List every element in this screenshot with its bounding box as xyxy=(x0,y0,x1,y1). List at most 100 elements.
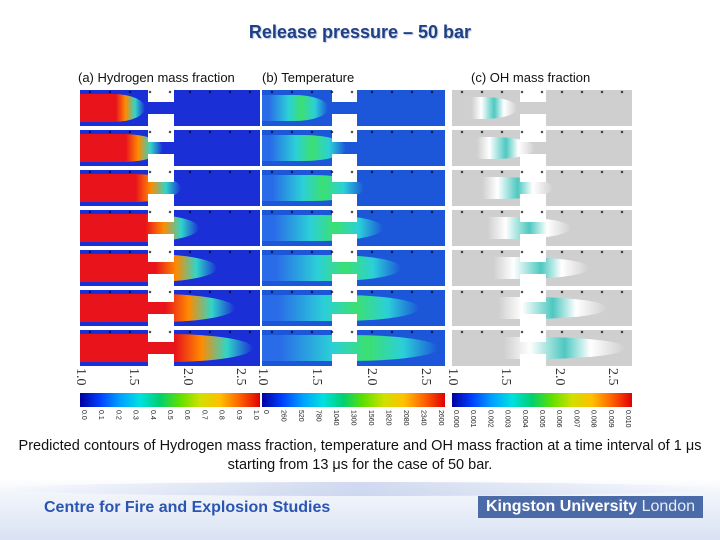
colorbar-tick-label: 2600 xyxy=(437,410,444,426)
axis-tick-label: 1.5 xyxy=(498,368,514,386)
footer-bar xyxy=(0,478,720,540)
colorbar-tick-label: 0.9 xyxy=(234,410,242,420)
colorbar-tick-label: 0.002 xyxy=(486,410,494,428)
axis-tick-label: 1.0 xyxy=(255,368,270,386)
footer-swoosh xyxy=(0,482,720,496)
colorbar-tick-label: 1300 xyxy=(349,410,357,426)
university-name: Kingston University xyxy=(486,498,638,515)
colorbar-tick-label: 260 xyxy=(279,410,287,422)
oh-frame xyxy=(452,250,632,286)
temperature-frame xyxy=(262,330,445,366)
axis-tick-label: 2.0 xyxy=(179,368,195,386)
hydrogen-frame xyxy=(80,210,260,246)
colorbar-tick-label: 0.5 xyxy=(166,410,173,420)
colorbar-tick-label: 0.6 xyxy=(183,410,191,420)
oh-frame xyxy=(452,330,632,366)
axis-tick-label: 1.5 xyxy=(309,368,325,386)
colorbar-tick-label: 0 xyxy=(262,410,269,414)
grid-ticks xyxy=(262,130,445,166)
axis-tick-label: 1.0 xyxy=(445,368,460,386)
axis-oh: 1.0 1.5 2.0 2.5 xyxy=(445,368,632,388)
colorbar-tick-label: 0.2 xyxy=(114,410,122,420)
temperature-frame xyxy=(262,90,445,126)
colorbar-tick-label: 0.009 xyxy=(606,410,614,428)
axis-hydrogen: 1.0 1.5 2.0 2.5 xyxy=(73,368,260,388)
colorbar-tick-label: 0.3 xyxy=(131,410,139,420)
panel-label-hydrogen: (a) Hydrogen mass fraction xyxy=(78,70,235,85)
colorbar-tick-label: 520 xyxy=(297,410,304,422)
university-city: London xyxy=(641,498,695,515)
colorbar-tick-label: 0.007 xyxy=(572,410,580,428)
grid-ticks xyxy=(80,130,260,166)
colorbar-tick-label: 2340 xyxy=(419,410,427,426)
slide-title: Release pressure – 50 bar xyxy=(248,22,472,42)
colorbar-tick-label: 1040 xyxy=(332,410,339,426)
colorbar-temperature xyxy=(262,393,445,407)
grid-ticks xyxy=(452,170,632,206)
colorbar-tick-label: 0.008 xyxy=(589,410,597,428)
axis-tick-label: 2.5 xyxy=(233,368,248,386)
hydrogen-frame xyxy=(80,330,260,366)
grid-ticks xyxy=(80,210,260,246)
axis-tick-label: 2.0 xyxy=(363,368,379,386)
grid-ticks xyxy=(452,330,632,366)
colorbar-tick-label: 0.003 xyxy=(503,410,511,428)
colorbar-tick-label: 0.1 xyxy=(97,410,105,420)
colorbar-tick-label: 2080 xyxy=(402,410,409,426)
hydrogen-frame xyxy=(80,250,260,286)
colorbar-hydrogen xyxy=(80,393,260,407)
colorbar-tick-label: 0.005 xyxy=(538,410,545,428)
colorbar-tick-label: 0.8 xyxy=(217,410,225,420)
axis-tick-label: 2.5 xyxy=(418,368,433,386)
figure-caption: Predicted contours of Hydrogen mass frac… xyxy=(18,438,702,473)
colorbar-tick-label: 0.001 xyxy=(469,410,477,428)
university-logo: Kingston University London xyxy=(478,496,703,518)
colorbar-tick-label: 1.0 xyxy=(252,410,259,420)
colorbar-tick-label: 0.7 xyxy=(200,410,208,420)
panel-label-oh: (c) OH mass fraction xyxy=(471,70,591,85)
oh-frame xyxy=(452,170,632,206)
grid-ticks xyxy=(452,290,632,326)
grid-ticks xyxy=(262,330,445,366)
colorbar-tick-label: 1560 xyxy=(367,410,374,426)
axis-temperature: 1.0 1.5 2.0 2.5 xyxy=(255,368,445,388)
colorbar-tick-label: 0.004 xyxy=(520,410,528,428)
grid-ticks xyxy=(452,130,632,166)
oh-frame xyxy=(452,90,632,126)
panel-label-temperature: (b) Temperature xyxy=(262,70,355,85)
grid-ticks xyxy=(80,90,260,126)
temperature-frame xyxy=(262,290,445,326)
colorbar-tick-label: 0.000 xyxy=(452,410,459,428)
grid-ticks xyxy=(452,250,632,286)
grid-ticks xyxy=(80,290,260,326)
grid-ticks xyxy=(262,290,445,326)
hydrogen-frame xyxy=(80,90,260,126)
temperature-frame xyxy=(262,170,445,206)
oh-frame xyxy=(452,290,632,326)
centre-name: Centre for Fire and Explosion Studies xyxy=(44,499,331,516)
grid-ticks xyxy=(80,330,260,366)
oh-frame xyxy=(452,210,632,246)
axis-tick-label: 2.0 xyxy=(551,368,567,386)
grid-ticks xyxy=(262,210,445,246)
grid-ticks xyxy=(80,250,260,286)
temperature-frame xyxy=(262,250,445,286)
oh-frame xyxy=(452,130,632,166)
colorbar-tick-label: 780 xyxy=(314,410,322,422)
hydrogen-frame xyxy=(80,130,260,166)
grid-ticks xyxy=(452,210,632,246)
colorbar-oh xyxy=(452,393,632,407)
hydrogen-frame xyxy=(80,170,260,206)
colorbar-tick-label: 1820 xyxy=(384,410,392,426)
axis-tick-label: 1.0 xyxy=(73,368,88,386)
colorbar-tick-label: 0.006 xyxy=(555,410,563,428)
temperature-frame xyxy=(262,210,445,246)
grid-ticks xyxy=(452,90,632,126)
colorbar-tick-label: 0.4 xyxy=(148,410,156,420)
grid-ticks xyxy=(262,170,445,206)
hydrogen-frame xyxy=(80,290,260,326)
colorbar-tick-label: 0.010 xyxy=(624,410,631,428)
colorbar-tick-label: 0.0 xyxy=(80,410,87,420)
grid-ticks xyxy=(262,90,445,126)
temperature-frame xyxy=(262,130,445,166)
